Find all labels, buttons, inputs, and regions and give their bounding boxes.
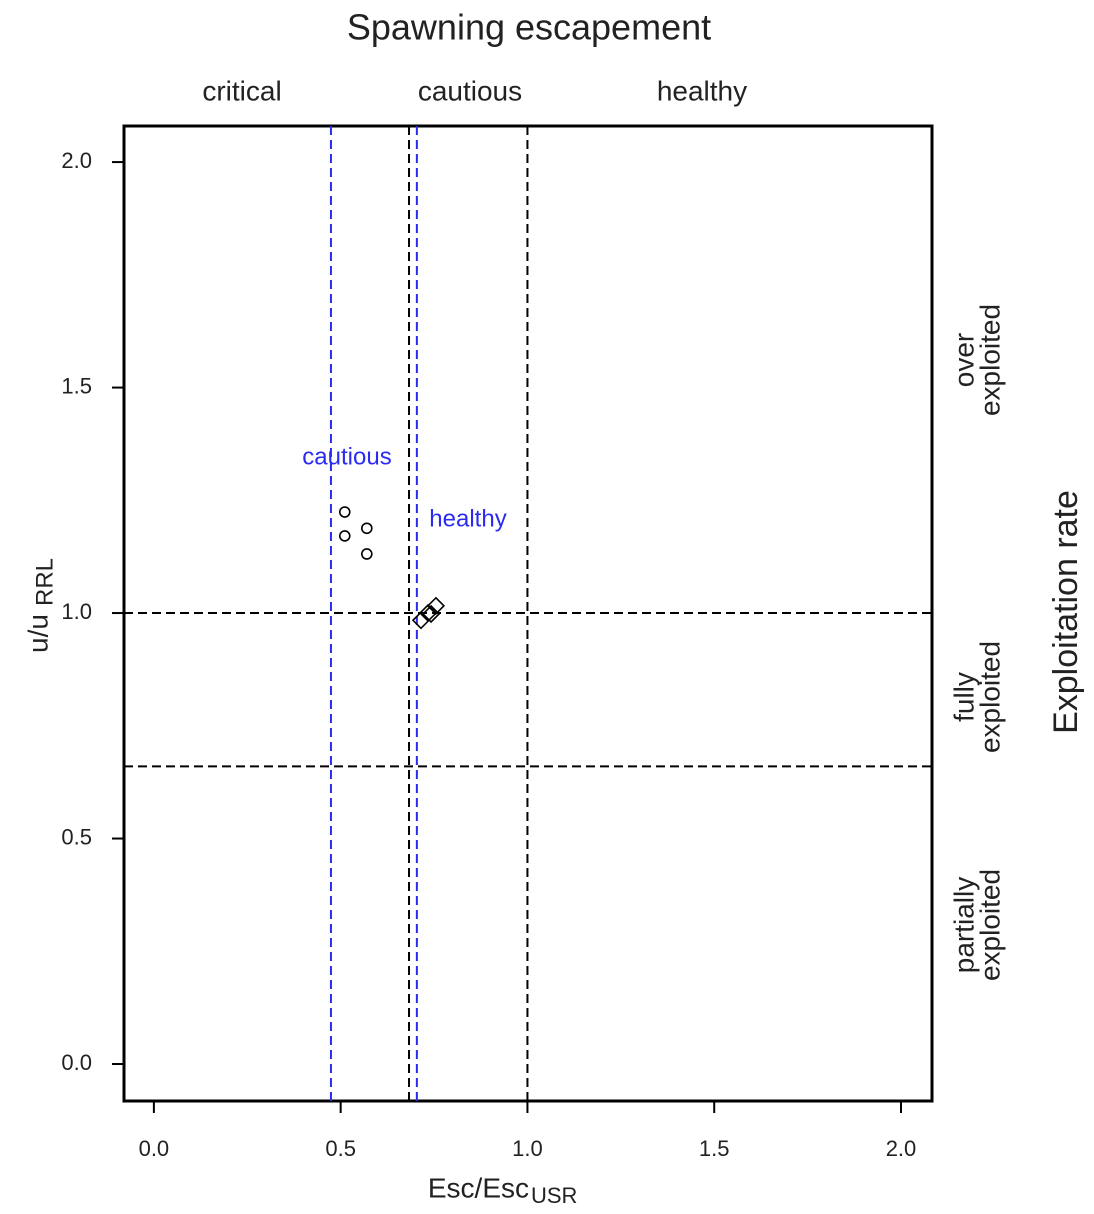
region-label: cautious [418, 75, 522, 106]
point [421, 604, 441, 624]
point [361, 522, 373, 535]
right-title: Exploitation rate [1047, 490, 1085, 734]
y-tick-label: 0.0 [61, 1050, 92, 1075]
x-tick-label: 1.5 [699, 1136, 730, 1161]
region-label: fully [948, 672, 979, 722]
point [338, 506, 351, 518]
region-label: exploited [974, 641, 1005, 753]
x-tick-label: 2.0 [886, 1136, 917, 1161]
annotation: cautious [302, 443, 391, 470]
x-tick-label: 1.0 [512, 1136, 543, 1161]
x-tick-label: 0.0 [139, 1136, 170, 1161]
y-tick-label: 1.5 [61, 373, 92, 398]
region-label: partially [948, 877, 979, 973]
y-tick-label: 1.0 [61, 599, 92, 624]
point [338, 530, 351, 542]
y-axis-label: u/u [22, 614, 53, 653]
region-label: healthy [657, 75, 747, 106]
annotation: healthy [429, 505, 506, 532]
region-label: exploited [974, 869, 1005, 981]
region-label: exploited [974, 304, 1005, 416]
point [361, 548, 373, 560]
y-axis-label-sub: RRL [31, 558, 58, 606]
y-axis-label-group: u/u RRL [22, 558, 58, 653]
region-label: over [948, 333, 979, 387]
region-label: critical [202, 75, 281, 106]
x-tick-label: 0.5 [325, 1136, 356, 1161]
point [426, 596, 446, 615]
x-axis-label: Esc/Esc [428, 1172, 529, 1203]
x-axis-label-sub: USR [531, 1183, 577, 1208]
y-tick-label: 0.5 [61, 824, 92, 849]
chart-title: Spawning escapement [347, 7, 711, 48]
y-tick-label: 2.0 [61, 148, 92, 173]
